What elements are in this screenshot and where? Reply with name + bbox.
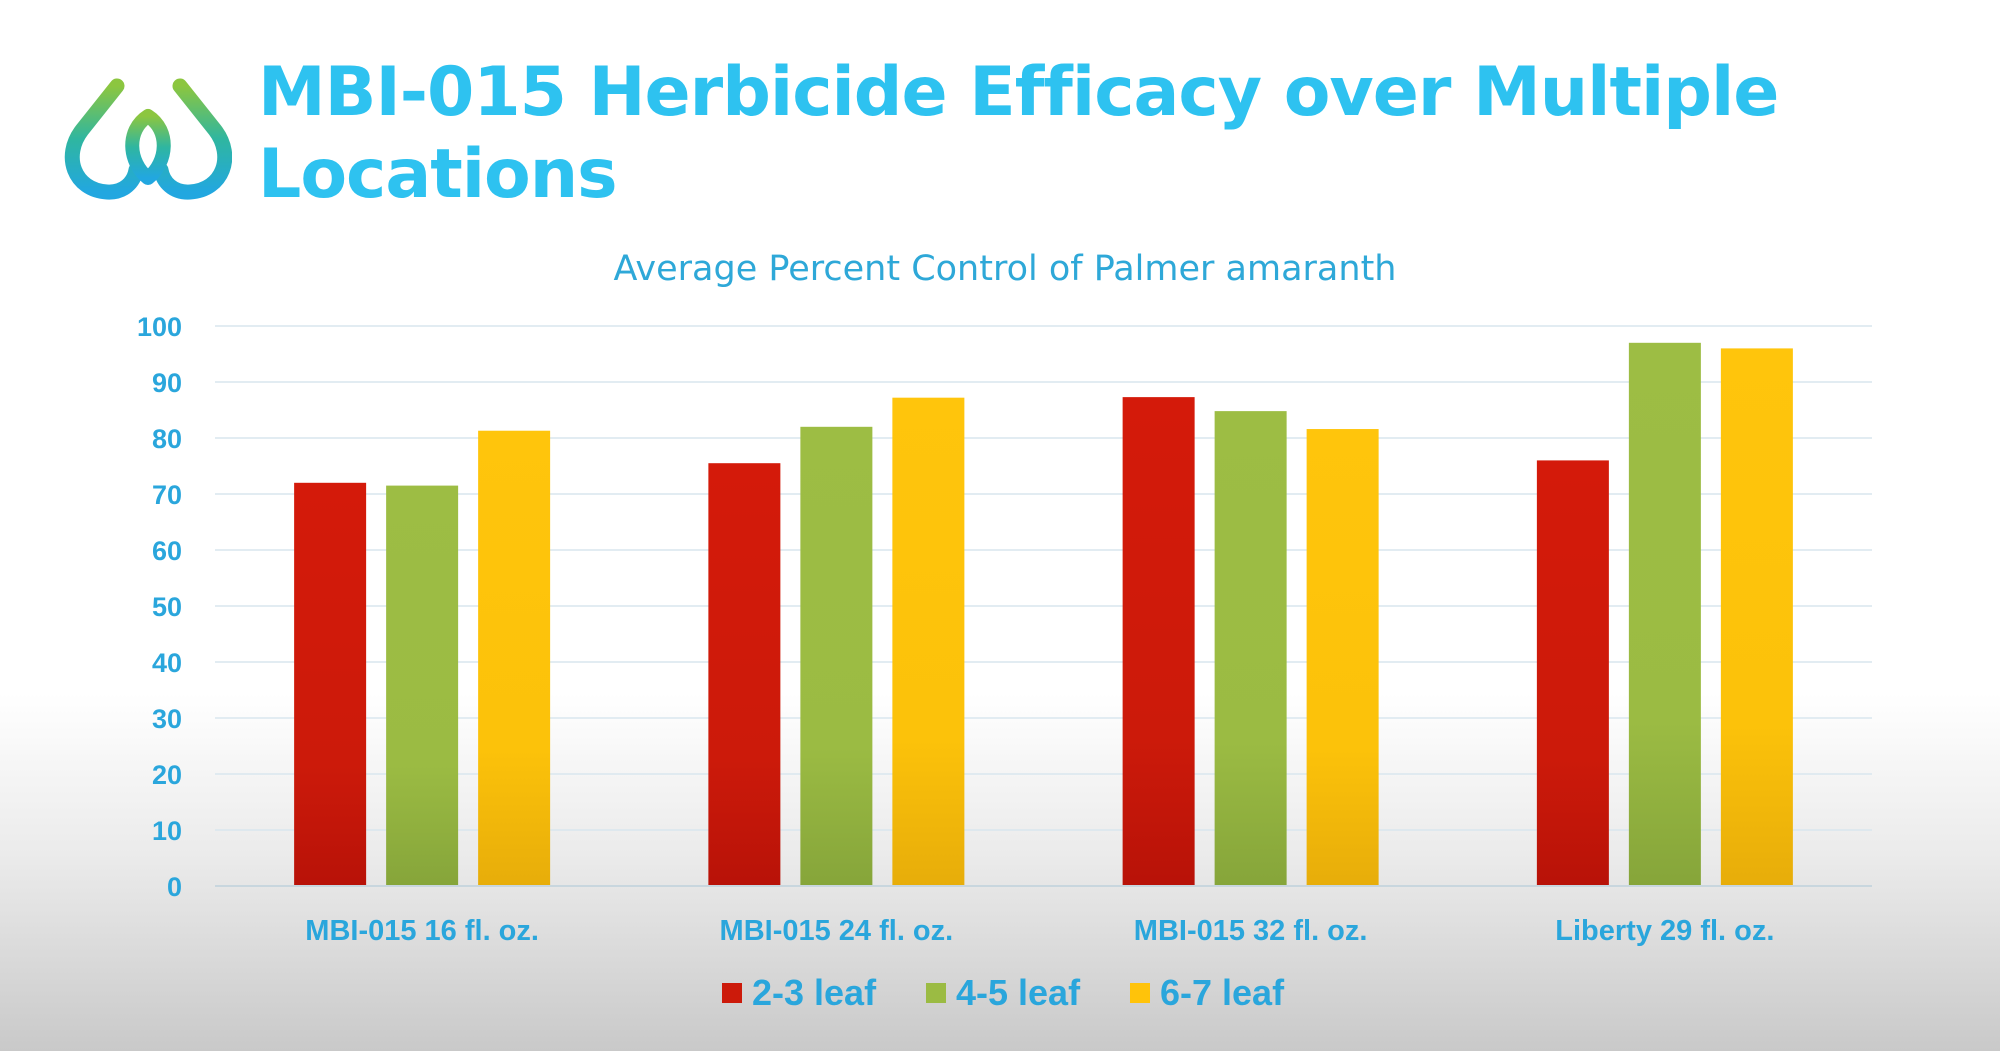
y-tick-label: 0 (167, 872, 182, 902)
company-logo (64, 78, 232, 200)
legend-label: 2-3 leaf (752, 972, 877, 1013)
bar-2-3-leaf-3 (1536, 460, 1609, 886)
bar-6-7-leaf-2 (1306, 429, 1379, 886)
bar-2-3-leaf-1 (708, 463, 781, 886)
y-tick-label: 100 (137, 312, 182, 342)
bar-4-5-leaf-2 (1214, 411, 1287, 886)
legend: 2-3 leaf 4-5 leaf 6-7 leaf (722, 972, 1285, 1013)
x-tick-label: MBI-015 16 fl. oz. (305, 915, 539, 947)
x-tick-label: MBI-015 24 fl. oz. (720, 915, 954, 947)
x-tick-label: MBI-015 32 fl. oz. (1134, 915, 1368, 947)
y-tick-label: 30 (152, 704, 182, 734)
chart-title: Average Percent Control of Palmer amaran… (614, 249, 1397, 289)
bar-6-7-leaf-1 (892, 397, 965, 886)
legend-label: 4-5 leaf (956, 972, 1081, 1013)
y-tick-label: 60 (152, 536, 182, 566)
y-axis: 0 10 20 30 40 50 60 70 80 90 100 (137, 312, 182, 902)
bar-6-7-leaf-0 (478, 430, 551, 886)
y-tick-label: 10 (152, 816, 182, 846)
y-tick-label: 50 (152, 592, 182, 622)
x-tick-label: Liberty 29 fl. oz. (1555, 915, 1774, 947)
legend-swatch (926, 983, 946, 1003)
bar-2-3-leaf-2 (1122, 397, 1195, 886)
y-tick-label: 90 (152, 368, 182, 398)
legend-swatch (1130, 983, 1150, 1003)
bar-2-3-leaf-0 (294, 482, 367, 886)
y-tick-label: 70 (152, 480, 182, 510)
bar-4-5-leaf-1 (800, 426, 873, 886)
x-axis: MBI-015 16 fl. oz. MBI-015 24 fl. oz. MBI-… (305, 915, 1774, 947)
gridlines (215, 325, 1872, 831)
bar-6-7-leaf-3 (1720, 348, 1793, 886)
y-tick-label: 20 (152, 760, 182, 790)
slide-title: MBI-015 Herbicide Efficacy over Multiple… (258, 53, 1779, 214)
bars (294, 342, 1793, 886)
legend-swatch (722, 983, 742, 1003)
y-tick-label: 80 (152, 424, 182, 454)
y-tick-label: 40 (152, 648, 182, 678)
legend-label: 6-7 leaf (1160, 972, 1285, 1013)
bar-4-5-leaf-3 (1628, 342, 1701, 886)
bar-4-5-leaf-0 (386, 485, 459, 886)
